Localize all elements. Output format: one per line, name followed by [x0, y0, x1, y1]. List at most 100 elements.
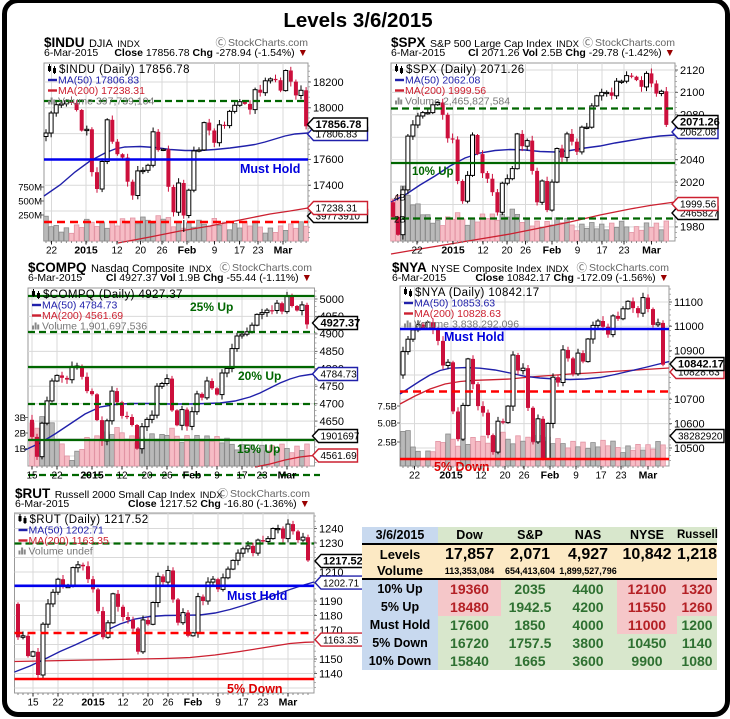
svg-text:2015: 2015 — [441, 245, 465, 257]
svg-text:22: 22 — [409, 471, 421, 482]
svg-text:12: 12 — [116, 471, 128, 482]
svg-text:1B: 1B — [14, 444, 26, 455]
svg-text:2071.26: 2071.26 — [680, 117, 720, 129]
svg-text:15: 15 — [26, 471, 38, 482]
svg-text:Must Hold: Must Hold — [444, 330, 504, 344]
svg-text:5.0B: 5.0B — [377, 419, 397, 430]
svg-text:17: 17 — [596, 246, 608, 257]
svg-text:2015: 2015 — [74, 245, 98, 257]
svg-text:26: 26 — [520, 246, 532, 257]
svg-text:Mar: Mar — [274, 245, 293, 257]
svg-text:1999.56: 1999.56 — [680, 200, 717, 211]
svg-text:23: 23 — [618, 246, 630, 257]
svg-text:22: 22 — [52, 698, 64, 709]
svg-text:17: 17 — [234, 246, 246, 257]
svg-text:23: 23 — [615, 471, 627, 482]
svg-text:23: 23 — [256, 471, 268, 482]
svg-text:2015: 2015 — [80, 470, 104, 482]
svg-text:1180: 1180 — [319, 610, 343, 622]
svg-text:11000: 11000 — [674, 321, 704, 333]
svg-text:Volume 3,838,292,096: Volume 3,838,292,096 — [414, 319, 519, 331]
svg-text:1980: 1980 — [680, 222, 704, 234]
svg-text:Must Hold: Must Hold — [240, 162, 300, 176]
svg-text:4B: 4B — [394, 193, 406, 204]
svg-text:MA(50) 10853.63: MA(50) 10853.63 — [414, 298, 495, 310]
svg-text:7.5B: 7.5B — [377, 402, 397, 413]
svg-text:2B: 2B — [14, 429, 26, 440]
svg-text:20: 20 — [501, 246, 513, 257]
svg-text:18200: 18200 — [313, 77, 344, 89]
svg-text:MA(50) 17806.83: MA(50) 17806.83 — [58, 75, 139, 87]
svg-text:$INDU (Daily) 17856.78: $INDU (Daily) 17856.78 — [59, 64, 190, 76]
svg-text:22: 22 — [46, 246, 58, 257]
svg-text:$SPX (Daily) 2071.26: $SPX (Daily) 2071.26 — [406, 64, 525, 76]
svg-text:Feb: Feb — [543, 245, 562, 257]
svg-text:26: 26 — [161, 471, 173, 482]
svg-text:1140: 1140 — [319, 668, 343, 680]
svg-text:17400: 17400 — [313, 180, 344, 192]
svg-text:20: 20 — [141, 471, 153, 482]
svg-text:9: 9 — [215, 698, 221, 709]
svg-text:20: 20 — [499, 471, 511, 482]
svg-text:250M: 250M — [18, 211, 42, 222]
svg-text:Volume undef: Volume undef — [29, 546, 93, 558]
svg-text:2465827: 2465827 — [680, 209, 719, 220]
svg-text:1150: 1150 — [319, 654, 343, 666]
svg-text:MA(50) 1202.71: MA(50) 1202.71 — [29, 525, 104, 537]
svg-text:3B: 3B — [14, 413, 26, 424]
svg-text:1163.35: 1163.35 — [323, 635, 359, 646]
svg-text:4784.73: 4784.73 — [321, 370, 358, 381]
svg-text:2B: 2B — [394, 215, 406, 226]
svg-text:11100: 11100 — [674, 297, 703, 309]
svg-text:26: 26 — [156, 246, 168, 257]
svg-text:2015: 2015 — [439, 470, 463, 482]
svg-text:MA(200) 10828.63: MA(200) 10828.63 — [414, 308, 501, 320]
svg-text:Volume 1,901,697,536: Volume 1,901,697,536 — [42, 321, 147, 333]
svg-text:17: 17 — [595, 471, 607, 482]
svg-text:20% Up: 20% Up — [238, 369, 281, 383]
svg-text:2040: 2040 — [680, 155, 704, 167]
svg-text:10600: 10600 — [674, 418, 705, 430]
svg-text:22: 22 — [411, 246, 423, 257]
svg-text:4750: 4750 — [320, 381, 344, 393]
svg-text:Feb: Feb — [178, 245, 197, 257]
svg-text:2.5B: 2.5B — [377, 438, 397, 449]
svg-text:12: 12 — [475, 471, 487, 482]
svg-text:4927.37: 4927.37 — [321, 318, 361, 330]
svg-text:MA(200) 17238.31: MA(200) 17238.31 — [58, 85, 145, 97]
svg-text:500M: 500M — [18, 197, 42, 208]
svg-text:23: 23 — [257, 698, 269, 709]
svg-text:17: 17 — [237, 698, 249, 709]
svg-text:17600: 17600 — [313, 154, 344, 166]
svg-text:MA(50) 4784.73: MA(50) 4784.73 — [42, 300, 117, 312]
svg-text:Mar: Mar — [639, 470, 658, 482]
svg-text:4700: 4700 — [320, 399, 344, 411]
svg-text:17856.78: 17856.78 — [316, 119, 362, 131]
svg-text:15% Up: 15% Up — [237, 442, 280, 456]
svg-text:10% Up: 10% Up — [412, 166, 454, 178]
svg-text:2062.08: 2062.08 — [680, 128, 717, 139]
svg-text:5% Down: 5% Down — [227, 682, 283, 696]
svg-text:15: 15 — [27, 698, 39, 709]
svg-text:Feb: Feb — [183, 470, 202, 482]
svg-text:5000: 5000 — [320, 294, 344, 306]
svg-text:2100: 2100 — [680, 87, 704, 99]
svg-text:1901697: 1901697 — [321, 432, 360, 443]
svg-text:23: 23 — [252, 246, 264, 257]
svg-text:10828.63: 10828.63 — [678, 368, 720, 379]
svg-text:MA(200) 1999.56: MA(200) 1999.56 — [405, 85, 486, 97]
svg-text:1230: 1230 — [319, 538, 343, 550]
svg-text:1190: 1190 — [319, 596, 343, 608]
svg-text:$COMPQ (Daily) 4927.37: $COMPQ (Daily) 4927.37 — [43, 289, 183, 301]
svg-text:26: 26 — [162, 698, 174, 709]
svg-text:20: 20 — [135, 246, 147, 257]
svg-text:17: 17 — [236, 471, 248, 482]
svg-text:4850: 4850 — [320, 346, 344, 358]
svg-text:9: 9 — [573, 471, 579, 482]
svg-text:4900: 4900 — [320, 329, 344, 341]
svg-text:$RUT (Daily) 1217.52: $RUT (Daily) 1217.52 — [30, 514, 149, 526]
svg-text:2020: 2020 — [680, 177, 704, 189]
svg-text:MA(50) 2062.08: MA(50) 2062.08 — [405, 75, 480, 87]
svg-text:18000: 18000 — [313, 103, 344, 115]
svg-text:10700: 10700 — [674, 394, 705, 406]
